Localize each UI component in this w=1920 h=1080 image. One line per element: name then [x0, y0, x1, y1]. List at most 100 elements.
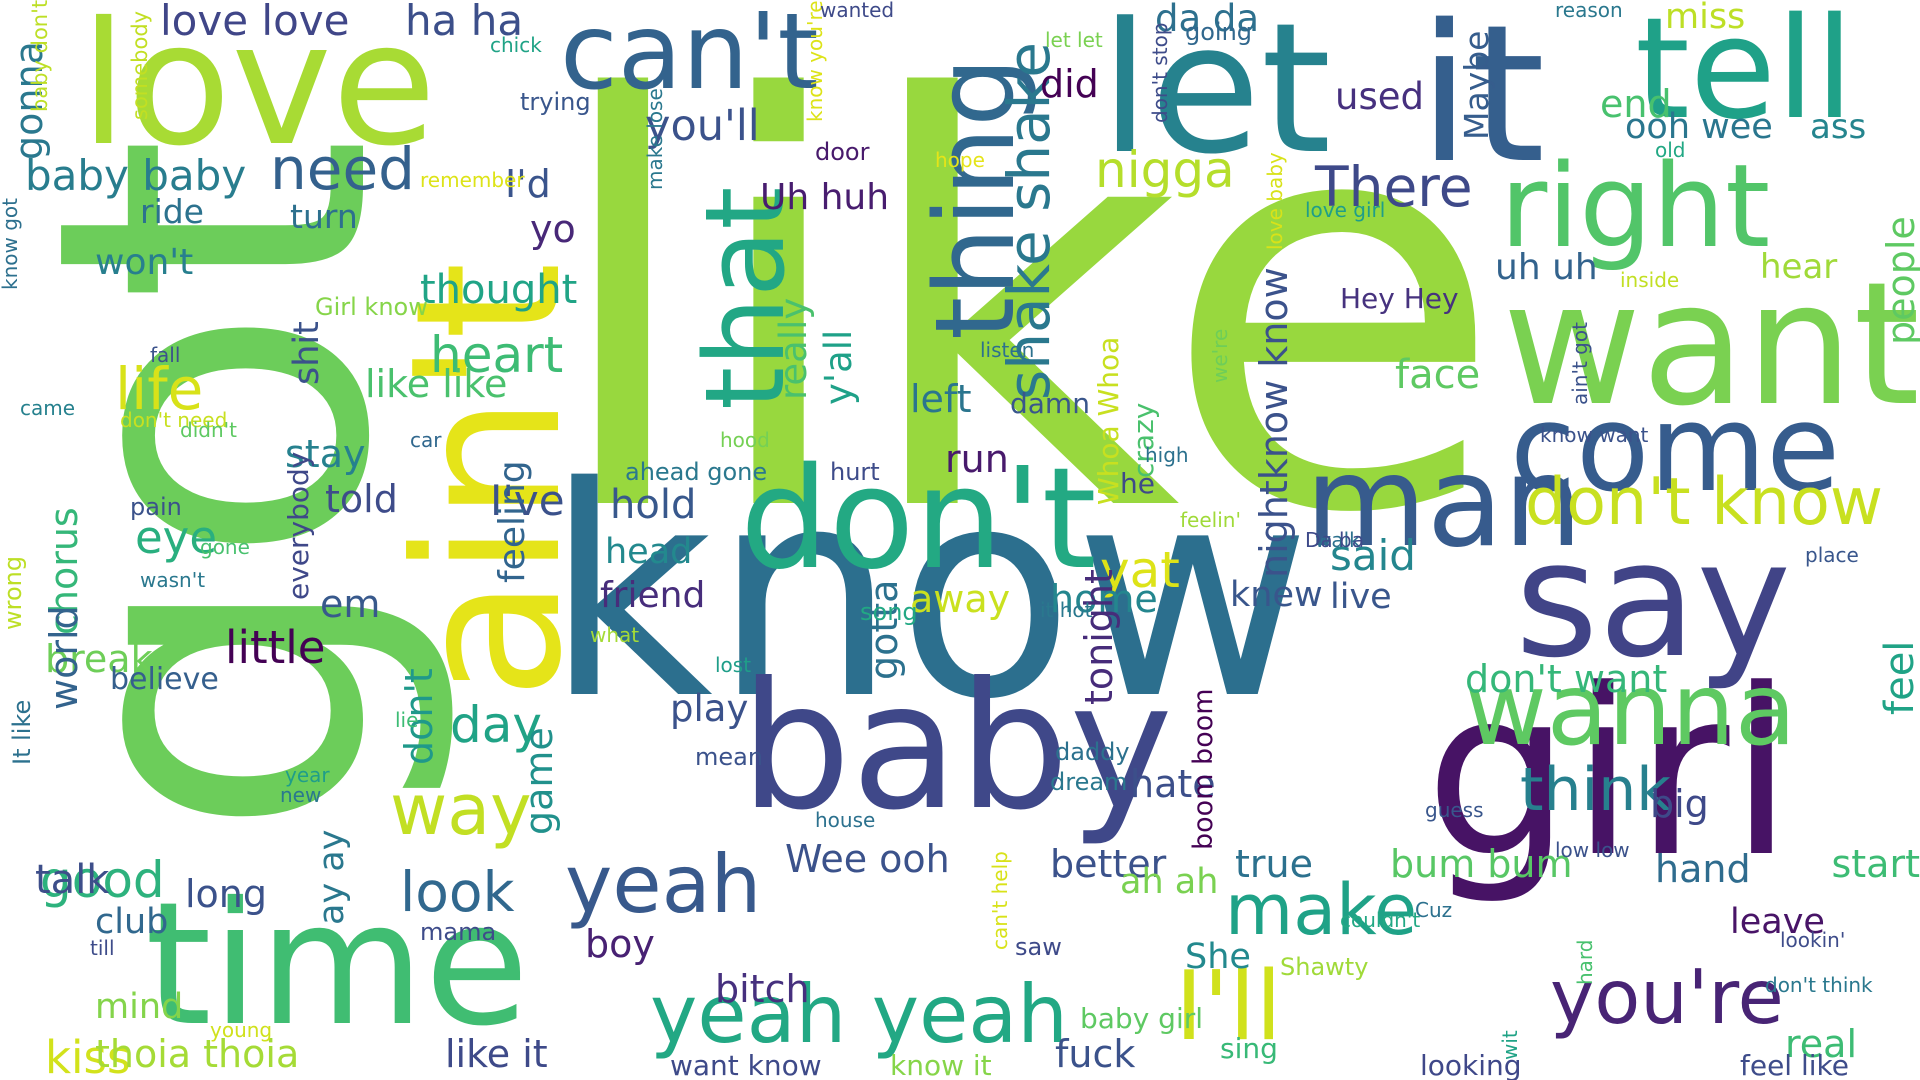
- cloud-word: feel like: [1740, 1049, 1849, 1080]
- cloud-word: big: [1650, 782, 1709, 826]
- cloud-word: y'all: [817, 329, 860, 405]
- cloud-word: play: [670, 687, 749, 730]
- cloud-word: way: [390, 769, 532, 851]
- cloud-word: sing: [1220, 1032, 1278, 1065]
- cloud-word: left: [910, 377, 972, 421]
- cloud-word: couldn't: [1340, 908, 1421, 932]
- cloud-word: bitch: [715, 967, 810, 1011]
- cloud-word: wasn't: [140, 568, 206, 592]
- cloud-word: door: [815, 138, 870, 166]
- cloud-word: Uh huh: [760, 177, 890, 218]
- cloud-word: saw: [1015, 933, 1062, 961]
- cloud-word: love love: [160, 0, 350, 45]
- cloud-word: ahead gone: [625, 458, 768, 486]
- cloud-word: everybody: [282, 451, 315, 600]
- cloud-word: heart: [430, 326, 564, 384]
- cloud-word: going: [1185, 18, 1253, 46]
- cloud-word: love baby: [1263, 152, 1287, 250]
- cloud-word: year: [285, 763, 330, 787]
- cloud-word: club: [95, 902, 169, 942]
- cloud-word: feeling: [492, 460, 533, 583]
- cloud-word: little: [225, 621, 326, 674]
- cloud-word: mind: [95, 987, 184, 1027]
- cloud-word: ass: [1810, 107, 1867, 147]
- cloud-word: hurt: [830, 458, 880, 486]
- cloud-word: talk: [35, 857, 110, 903]
- cloud-word: low low: [1555, 838, 1630, 862]
- cloud-word: home: [1050, 577, 1158, 621]
- cloud-word: thought: [420, 267, 578, 313]
- cloud-word: I'd: [505, 162, 551, 206]
- cloud-word: make: [1225, 869, 1418, 951]
- cloud-word: till: [90, 936, 115, 960]
- cloud-word: boy: [585, 922, 655, 966]
- cloud-word: like: [545, 0, 1506, 636]
- cloud-word: There: [1315, 155, 1473, 219]
- cloud-word: daddy: [1055, 738, 1130, 766]
- cloud-word: girl: [1425, 641, 1794, 908]
- cloud-word: kiss: [45, 1031, 131, 1080]
- cloud-word: hear: [1760, 247, 1838, 287]
- cloud-word: uh uh: [1495, 247, 1598, 288]
- cloud-word: damn: [1010, 387, 1090, 420]
- cloud-word: mama: [420, 918, 497, 946]
- cloud-word: don't want: [1465, 657, 1668, 701]
- cloud-word: make lose: [643, 88, 667, 190]
- cloud-word: gone: [200, 535, 250, 559]
- cloud-word: love girl: [1305, 198, 1386, 222]
- cloud-word: let let: [1045, 28, 1103, 52]
- cloud-word: Maybe: [1457, 30, 1496, 140]
- cloud-word: lie: [395, 708, 419, 732]
- cloud-word: didn't: [180, 418, 237, 442]
- cloud-word: don't know: [1525, 465, 1884, 540]
- cloud-word: believe: [110, 662, 219, 697]
- cloud-word: start: [1831, 842, 1920, 886]
- cloud-word: hand: [1655, 847, 1751, 891]
- cloud-word: people: [1879, 216, 1920, 345]
- cloud-word: we're: [1208, 328, 1232, 383]
- cloud-word: it hot: [1040, 598, 1093, 622]
- cloud-word: thoia thoia: [95, 1032, 300, 1076]
- cloud-word: hard: [1573, 939, 1597, 986]
- cloud-word: true: [1235, 842, 1313, 886]
- cloud-word: time: [145, 866, 530, 1064]
- cloud-word: listen: [980, 338, 1035, 362]
- cloud-word: looking: [1420, 1049, 1522, 1080]
- cloud-word: She: [1185, 937, 1251, 977]
- cloud-word: young: [210, 1018, 273, 1042]
- cloud-word: new: [280, 783, 322, 807]
- cloud-word: know want: [1540, 423, 1649, 447]
- cloud-word: end: [1600, 82, 1672, 126]
- cloud-word: baby girl: [1080, 1002, 1204, 1035]
- cloud-word: turn: [290, 197, 358, 236]
- cloud-word: game: [517, 727, 561, 835]
- cloud-word: Whoa Whoa: [1092, 336, 1125, 505]
- cloud-word: remember: [420, 168, 525, 192]
- cloud-word: came: [20, 396, 76, 420]
- cloud-word: tonight: [1077, 569, 1121, 705]
- cloud-word: knew: [1230, 575, 1323, 615]
- cloud-word: don't stop: [1148, 22, 1172, 124]
- cloud-word: let: [1100, 0, 1332, 194]
- cloud-word: guess: [1425, 798, 1484, 822]
- cloud-word: miss: [1665, 0, 1746, 37]
- cloud-word: wrong: [0, 555, 27, 630]
- cloud-word: really: [772, 297, 815, 400]
- cloud-word: trying: [520, 88, 591, 116]
- cloud-word: nightknow know: [1252, 267, 1296, 578]
- cloud-word: hope: [935, 148, 985, 172]
- cloud-word: walk: [1315, 528, 1361, 552]
- cloud-word: house: [815, 808, 876, 832]
- cloud-word: fall: [150, 343, 181, 367]
- cloud-word: face: [1395, 352, 1481, 398]
- cloud-word: wanted: [820, 0, 895, 22]
- cloud-word: Girl know: [315, 293, 428, 321]
- cloud-word: won't: [95, 242, 194, 283]
- cloud-word: da da: [1155, 0, 1260, 40]
- cloud-word: long: [185, 872, 268, 916]
- cloud-word: baby don't: [28, 0, 52, 113]
- cloud-word: man: [1305, 430, 1583, 575]
- cloud-word: Cuz: [1415, 898, 1453, 922]
- cloud-word: ooh wee: [1625, 107, 1773, 147]
- cloud-word: run: [945, 437, 1009, 481]
